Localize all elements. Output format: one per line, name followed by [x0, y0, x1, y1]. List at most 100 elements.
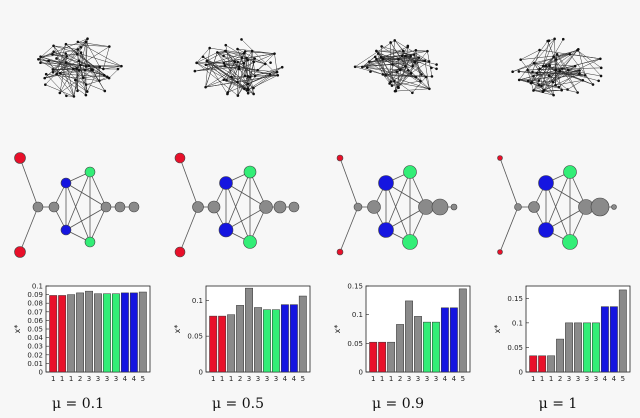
x-tick-label: 3: [256, 375, 260, 383]
network-node: [560, 88, 563, 92]
y-axis-label: x*: [493, 325, 502, 334]
network-edge: [255, 75, 278, 77]
graph-node: [60, 177, 72, 189]
network-edge: [205, 75, 278, 88]
network-edge: [238, 66, 249, 90]
network-edge: [217, 52, 245, 54]
network-node: [84, 93, 88, 97]
network-node: [246, 75, 250, 78]
x-tick-label: 1: [229, 375, 233, 383]
network-edge: [542, 89, 562, 92]
graph-node: [218, 222, 234, 238]
network-node: [58, 91, 62, 95]
network-node: [248, 75, 252, 79]
network-node: [395, 70, 399, 74]
graph-edge: [225, 206, 267, 231]
bar: [67, 294, 76, 373]
network-edge: [519, 79, 532, 83]
bar: [583, 322, 591, 373]
network-edge: [518, 40, 548, 81]
network-edge: [400, 57, 420, 71]
network-edge: [205, 52, 218, 88]
network-node: [280, 65, 284, 69]
x-tick-label: 3: [247, 375, 251, 383]
x-tick-label: 1: [60, 375, 64, 383]
bar-chart-3: 1 1 1 2 3 3 3 3 4 4 500.050.10.15x*: [333, 283, 471, 383]
x-tick-label: 3: [585, 375, 589, 383]
bar-chart-1: 1 1 1 2 3 3 3 3 4 4 500.010.020.030.040.050.060.07…: [13, 283, 151, 383]
network-edge: [205, 53, 275, 65]
bar: [369, 341, 378, 373]
network-node: [116, 67, 120, 71]
y-tick-label: 0.07: [27, 308, 43, 316]
graph-edge: [89, 171, 107, 208]
bar: [254, 307, 262, 373]
network-node: [388, 82, 391, 85]
network-node: [236, 60, 240, 64]
network-node: [581, 78, 585, 82]
network-node: [423, 59, 427, 62]
network-edge: [533, 62, 554, 96]
graph-node: [259, 200, 273, 214]
network-node: [599, 57, 602, 61]
network-edge: [569, 54, 594, 85]
graph-node: [418, 199, 434, 215]
network-edge: [390, 42, 406, 67]
bar: [547, 355, 556, 373]
graph-edge: [225, 171, 251, 231]
network-node: [75, 52, 79, 56]
network-node: [535, 72, 539, 75]
network-edge: [534, 62, 576, 67]
network-edge: [223, 61, 236, 80]
network-edge: [87, 66, 100, 92]
network-edge: [533, 58, 601, 91]
network-edge: [196, 52, 218, 64]
network-node: [243, 50, 247, 53]
network-edge: [65, 62, 87, 67]
graph-node: [128, 201, 140, 213]
graph-node: [174, 152, 186, 164]
network-edge: [52, 56, 67, 70]
y-tick-label: 0.05: [347, 340, 363, 348]
network-edge: [412, 76, 427, 93]
network-edge: [80, 52, 87, 67]
network-edge: [414, 61, 427, 78]
network-node: [43, 76, 46, 80]
bar: [529, 355, 538, 373]
network-node: [427, 60, 431, 63]
network-node: [65, 54, 69, 58]
network-node: [79, 63, 82, 67]
network-edge: [577, 50, 602, 77]
network-edge: [541, 49, 579, 87]
x-tick-label: 3: [105, 375, 109, 383]
network-edge: [226, 76, 248, 81]
network-node: [548, 64, 551, 67]
graph-node: [48, 201, 60, 213]
network-node: [246, 91, 250, 95]
bar: [85, 290, 93, 373]
network-edge: [542, 70, 557, 92]
network-edge: [427, 51, 433, 77]
network-edge: [196, 62, 239, 96]
bar: [49, 295, 58, 373]
bar: [245, 287, 253, 373]
network-node: [406, 44, 410, 48]
network-edge: [77, 54, 108, 78]
network-node: [37, 58, 40, 61]
bar: [112, 293, 120, 373]
network-edge: [380, 46, 382, 58]
community-graph-4: [497, 155, 617, 255]
network-node: [420, 73, 423, 76]
network-node: [224, 49, 227, 53]
bar: [227, 314, 236, 373]
network-node: [532, 74, 535, 78]
network-edge: [542, 40, 550, 67]
network-edge: [56, 73, 87, 96]
network-node: [381, 73, 385, 76]
bar-chart-4: 1 1 1 2 3 3 3 3 4 4 500.050.10.15x*: [493, 285, 631, 383]
y-tick-label: 0.1: [192, 297, 203, 305]
y-tick-label: 0: [39, 369, 43, 377]
network-node: [75, 67, 78, 70]
y-tick-label: 0: [519, 369, 523, 377]
network-edge: [46, 74, 67, 96]
